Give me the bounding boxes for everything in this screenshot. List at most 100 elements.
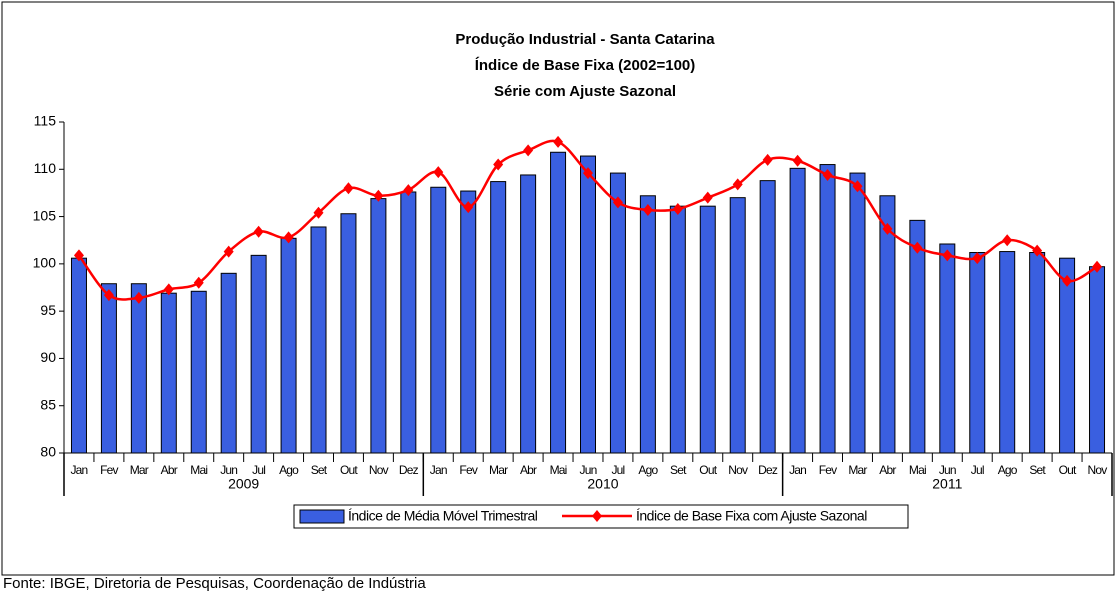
- point-marker: [133, 291, 144, 304]
- point-marker: [942, 249, 953, 262]
- group-label: 2011: [932, 476, 962, 492]
- point-marker: [493, 158, 504, 171]
- bar: [580, 155, 596, 454]
- point-marker: [1002, 234, 1013, 247]
- point-marker: [762, 153, 773, 166]
- bar: [1059, 257, 1076, 454]
- bar: [520, 174, 537, 454]
- point-marker: [612, 196, 623, 209]
- x-tick-label: Abr: [161, 463, 178, 477]
- bar: [100, 283, 117, 454]
- group-label: 2009: [228, 476, 259, 492]
- x-tick-label: Nov: [369, 463, 389, 477]
- y-tick-label: 105: [33, 207, 57, 223]
- x-tick-label: Out: [340, 463, 358, 477]
- x-tick-label: Mar: [489, 463, 508, 477]
- bar: [609, 172, 626, 454]
- x-tick-label: Mar: [848, 463, 867, 477]
- chart-subtitle: Série com Ajuste Sazonal: [494, 83, 676, 100]
- point-marker: [403, 184, 414, 197]
- bar: [550, 151, 567, 454]
- bar: [160, 292, 177, 454]
- bar: [280, 237, 297, 454]
- bar: [909, 219, 926, 454]
- x-tick-label: Fev: [459, 463, 477, 477]
- point-marker: [463, 201, 474, 214]
- x-tick-label: Ago: [638, 463, 658, 477]
- bar: [130, 283, 147, 454]
- x-tick-label: Dez: [399, 463, 419, 477]
- point-marker: [583, 167, 593, 180]
- point-marker: [822, 168, 833, 181]
- x-tick-label: Fev: [819, 463, 837, 477]
- bar: [939, 243, 956, 454]
- point-marker: [792, 154, 803, 167]
- x-tick-label: Out: [699, 463, 717, 477]
- x-tick-label: Set: [670, 463, 687, 477]
- bar: [370, 198, 387, 454]
- legend-label: Índice de Base Fixa com Ajuste Sazonal: [636, 508, 867, 524]
- x-tick-label: Ago: [998, 463, 1018, 477]
- x-tick-label: Mai: [909, 463, 926, 477]
- legend-marker: [592, 510, 602, 522]
- point-marker: [283, 231, 294, 244]
- bar: [639, 195, 656, 454]
- x-tick-label: Jul: [611, 463, 624, 477]
- bar: [430, 186, 447, 454]
- x-tick-label: Jun: [939, 463, 956, 477]
- point-marker: [1032, 244, 1043, 257]
- point-marker: [163, 283, 174, 296]
- bar: [460, 190, 477, 454]
- x-tick-label: Mai: [190, 463, 207, 477]
- x-tick-label: Nov: [728, 463, 748, 477]
- bar: [669, 205, 686, 454]
- point-marker: [642, 203, 653, 216]
- x-tick-label: Set: [1029, 463, 1046, 477]
- x-tick-label: Jul: [252, 463, 265, 477]
- x-tick-label: Fev: [100, 463, 118, 477]
- bar: [819, 164, 836, 454]
- y-tick-label: 95: [40, 302, 56, 318]
- point-marker: [732, 178, 743, 191]
- bar: [759, 180, 776, 454]
- point-marker: [1062, 274, 1073, 287]
- y-tick-label: 85: [40, 396, 56, 412]
- chart-title: Produção Industrial - Santa Catarina: [455, 31, 715, 48]
- x-tick-label: Abr: [520, 463, 537, 477]
- point-marker: [882, 222, 893, 235]
- point-marker: [433, 166, 444, 179]
- bar: [849, 172, 866, 454]
- bar: [400, 191, 417, 454]
- x-tick-label: Jun: [220, 463, 237, 477]
- bar: [190, 290, 207, 454]
- bar: [1089, 266, 1106, 454]
- bar: [220, 272, 237, 454]
- bar: [789, 167, 806, 454]
- x-tick-label: Jan: [789, 463, 806, 477]
- point-marker: [373, 189, 384, 202]
- y-tick-label: 90: [40, 349, 56, 365]
- point-marker: [1092, 260, 1103, 273]
- x-tick-label: Jul: [971, 463, 984, 477]
- bar: [490, 181, 507, 454]
- x-tick-label: Set: [311, 463, 328, 477]
- x-tick-label: Mai: [550, 463, 567, 477]
- x-tick-label: Dez: [758, 463, 778, 477]
- group-label: 2010: [587, 476, 618, 492]
- point-marker: [672, 203, 683, 216]
- point-marker: [523, 144, 534, 157]
- point-marker: [253, 225, 264, 238]
- legend-swatch: [299, 509, 345, 524]
- point-marker: [912, 241, 923, 254]
- bar: [340, 213, 357, 454]
- bar: [310, 226, 327, 454]
- x-tick-label: Ago: [279, 463, 299, 477]
- y-tick-label: 100: [33, 255, 57, 271]
- point-marker: [193, 276, 204, 289]
- y-tick-label: 80: [40, 444, 56, 460]
- x-tick-label: Mar: [130, 463, 149, 477]
- point-marker: [972, 252, 983, 265]
- x-tick-label: Jan: [430, 463, 447, 477]
- point-marker: [553, 135, 564, 148]
